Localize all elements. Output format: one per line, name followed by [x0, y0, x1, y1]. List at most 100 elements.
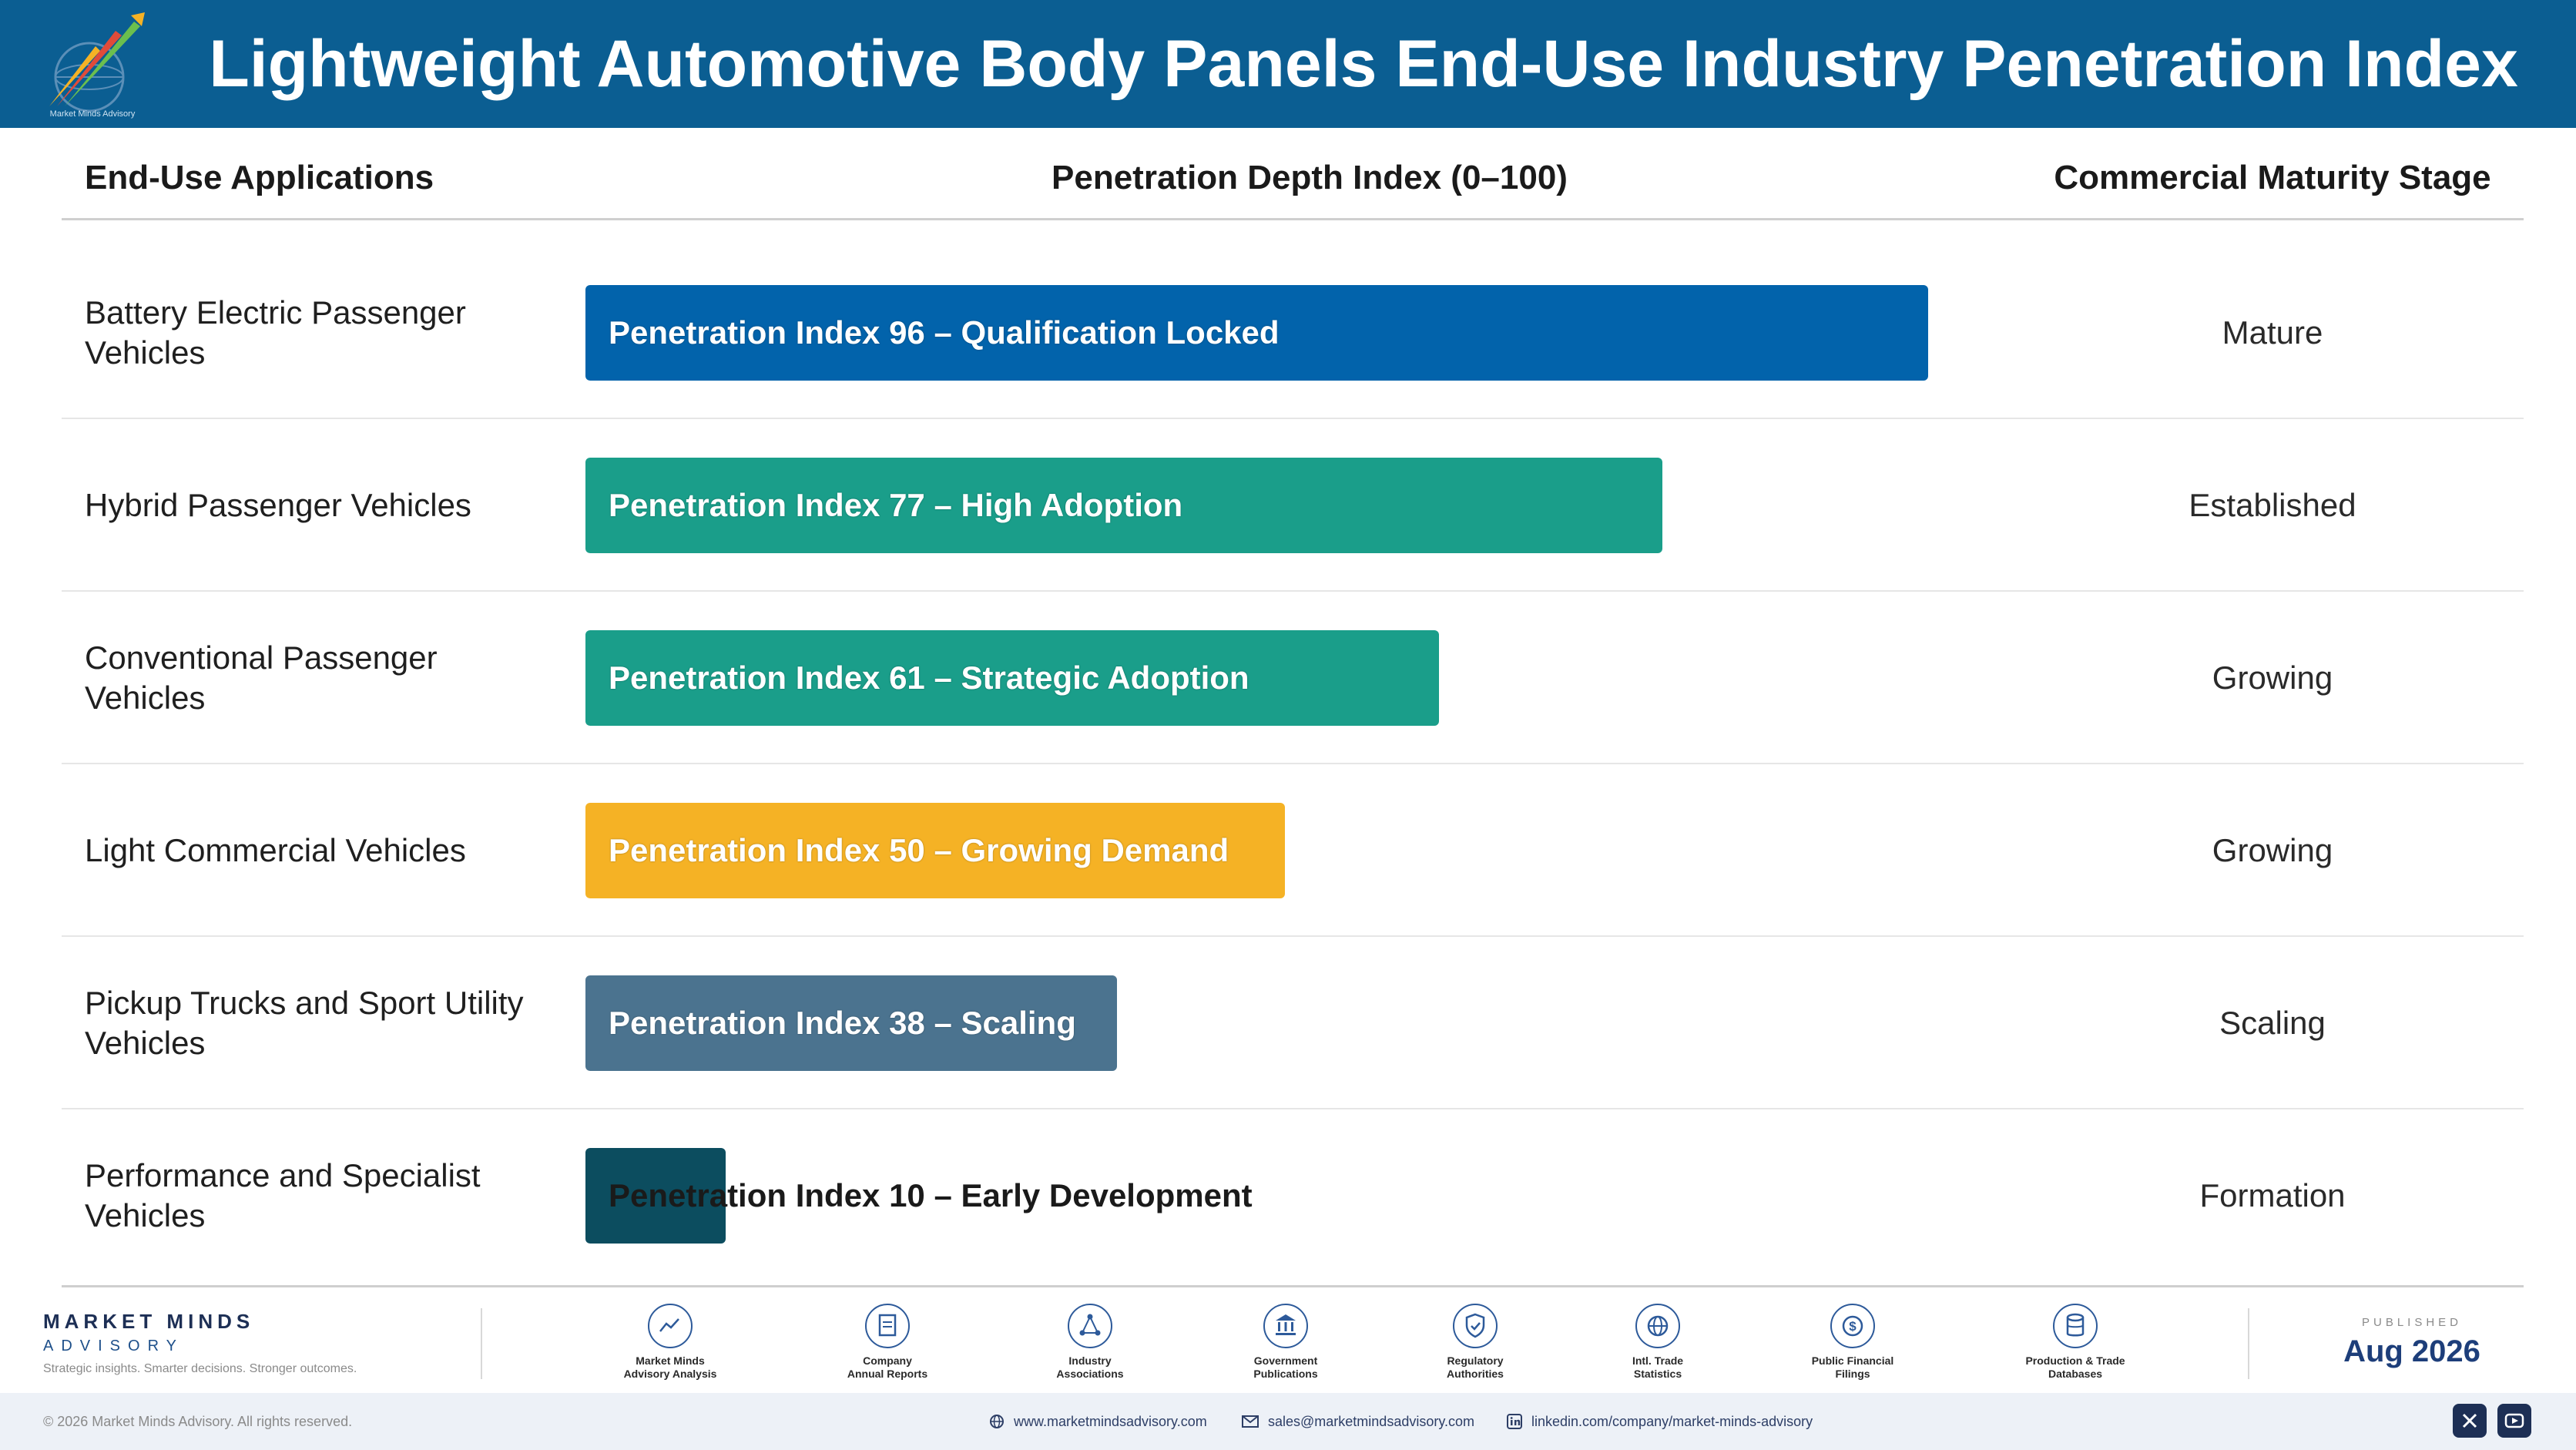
source-label: Company Annual Reports: [814, 1354, 961, 1381]
brand-subtitle: ADVISORY: [43, 1338, 184, 1354]
dollar-coin-icon: $: [1830, 1304, 1875, 1348]
source-item: Industry Associations: [1017, 1304, 1163, 1381]
source-item: Market Minds Advisory Analysis: [597, 1304, 743, 1381]
youtube-icon: [2504, 1413, 2524, 1428]
published-date: Aug 2026: [2343, 1334, 2480, 1368]
footer: MARKET MINDS ADVISORY Strategic insights…: [0, 1294, 2576, 1393]
email-link[interactable]: sales@marketmindsadvisory.com: [1242, 1393, 1474, 1450]
company-logo-icon: [49, 12, 145, 112]
row-divider: [62, 418, 2524, 419]
bar-track: Penetration Index 10 – Early Development: [585, 1148, 1984, 1244]
mail-icon: [1242, 1415, 1259, 1428]
source-item: Government Publications: [1213, 1304, 1359, 1381]
globe-icon: [1635, 1304, 1680, 1348]
source-label: Production & Trade Databases: [2002, 1354, 2148, 1381]
data-bar: [585, 458, 1663, 553]
shield-check-icon: [1453, 1304, 1498, 1348]
row-divider: [62, 935, 2524, 937]
maturity-stage: Growing: [2212, 660, 2333, 696]
document-icon: [865, 1304, 910, 1348]
source-label: Regulatory Authorities: [1402, 1354, 1548, 1381]
email-text: sales@marketmindsadvisory.com: [1268, 1413, 1475, 1429]
source-label: Intl. Trade Statistics: [1585, 1354, 1731, 1381]
government-building-icon: [1263, 1304, 1308, 1348]
footer-divider: [62, 1285, 2524, 1287]
category-label: Performance and Specialist Vehicles: [85, 1157, 481, 1234]
website-text: www.marketmindsadvisory.com: [1014, 1413, 1207, 1429]
category-label: Battery Electric Passenger Vehicles: [85, 294, 466, 371]
maturity-stage: Growing: [2212, 832, 2333, 868]
database-icon: [2053, 1304, 2098, 1348]
bar-track: Penetration Index 61 – Strategic Adoptio…: [585, 630, 1984, 726]
bar-track: Penetration Index 96 – Qualification Loc…: [585, 285, 1984, 381]
column-header-depth: Penetration Depth Index (0–100): [1052, 159, 1568, 196]
source-item: $ Public Financial Filings: [1779, 1304, 1926, 1381]
bar-data-label: Penetration Index 96 – Qualification Loc…: [609, 314, 1280, 351]
chart-row: Light Commercial Vehicles Penetration Ind…: [62, 764, 2524, 937]
source-item: Regulatory Authorities: [1402, 1304, 1548, 1381]
bar-track: Penetration Index 38 – Scaling: [585, 975, 1984, 1071]
x-social-button[interactable]: [2453, 1404, 2487, 1438]
bar-data-label: Penetration Index 61 – Strategic Adoptio…: [609, 660, 1249, 696]
source-label-line2: Authorities: [1447, 1368, 1504, 1380]
column-header-stage: Commercial Maturity Stage: [2054, 159, 2491, 196]
source-label: Government Publications: [1213, 1354, 1359, 1381]
maturity-stage: Mature: [2222, 314, 2323, 351]
source-label-line2: Associations: [1056, 1368, 1124, 1380]
header-divider: [62, 218, 2524, 220]
copyright-text: © 2026 Market Minds Advisory. All rights…: [43, 1413, 353, 1429]
chart-row: Hybrid Passenger Vehicles Penetration Ind…: [62, 419, 2524, 592]
chart-row: Pickup Trucks and Sport Utility Vehicles…: [62, 937, 2524, 1109]
youtube-social-button[interactable]: [2497, 1404, 2531, 1438]
chart-row: Battery Electric Passenger Vehicles Penet…: [62, 247, 2524, 419]
globe-icon: [990, 1415, 1004, 1428]
maturity-stage: Scaling: [2219, 1005, 2326, 1041]
brand-name: MARKET MINDS: [43, 1310, 255, 1333]
source-item: Production & Trade Databases: [2002, 1304, 2148, 1381]
linkedin-link[interactable]: linkedin.com/company/market-minds-adviso…: [1507, 1393, 1813, 1450]
source-label-line2: Databases: [2048, 1368, 2103, 1380]
footer-divider-right: [2248, 1308, 2249, 1379]
x-logo-icon: [2462, 1413, 2477, 1428]
bar-track: Penetration Index 50 – Growing Demand: [585, 803, 1984, 898]
source-item: Intl. Trade Statistics: [1585, 1304, 1731, 1381]
row-divider: [62, 763, 2524, 764]
footer-divider-left: [481, 1308, 482, 1379]
source-label: Public Financial Filings: [1779, 1354, 1926, 1381]
linkedin-text: linkedin.com/company/market-minds-adviso…: [1531, 1413, 1813, 1429]
logo-text: Market Minds Advisory: [49, 109, 136, 119]
category-label: Hybrid Passenger Vehicles: [85, 487, 471, 523]
column-header-applications: End-Use Applications: [85, 159, 434, 196]
source-label-line1: Government: [1253, 1354, 1318, 1367]
data-bar: [585, 285, 1929, 381]
data-bar: [585, 1148, 726, 1244]
data-bar: [585, 803, 1285, 898]
source-label-line2: Publications: [1253, 1368, 1318, 1380]
source-label-line2: Annual Reports: [847, 1368, 928, 1380]
published-label: PUBLISHED: [2361, 1316, 2463, 1329]
source-label-line1: Intl. Trade: [1632, 1354, 1684, 1367]
source-label-line1: Industry: [1068, 1354, 1112, 1367]
source-label: Industry Associations: [1017, 1354, 1163, 1381]
bottom-bar: © 2026 Market Minds Advisory. All rights…: [0, 1393, 2576, 1450]
chart-row: Performance and Specialist Vehicles Penet…: [62, 1109, 2524, 1282]
chart-row: Conventional Passenger Vehicles Penetrati…: [62, 592, 2524, 764]
row-divider: [62, 590, 2524, 592]
network-icon: [1068, 1304, 1112, 1348]
source-label-line2: Advisory Analysis: [623, 1368, 717, 1380]
source-label-line1: Market Minds: [636, 1354, 705, 1367]
source-label-line1: Company: [863, 1354, 912, 1367]
website-link[interactable]: www.marketmindsadvisory.com: [989, 1393, 1207, 1450]
page-title: Lightweight Automotive Body Panels End-U…: [209, 26, 2518, 101]
data-bar: [585, 975, 1118, 1071]
bar-data-label: Penetration Index 10 – Early Development: [609, 1177, 1253, 1213]
source-label: Market Minds Advisory Analysis: [597, 1354, 743, 1381]
category-label: Light Commercial Vehicles: [85, 832, 466, 868]
chart-line-icon: [648, 1304, 693, 1348]
bar-data-label: Penetration Index 77 – High Adoption: [609, 487, 1183, 523]
category-label: Conventional Passenger Vehicles: [85, 639, 438, 716]
brand-tagline: Strategic insights. Smarter decisions. S…: [43, 1362, 357, 1375]
svg-text:$: $: [1849, 1319, 1857, 1334]
header-banner: Market Minds Advisory Lightweight Automo…: [0, 0, 2576, 128]
bar-data-label: Penetration Index 38 – Scaling: [609, 1005, 1076, 1041]
